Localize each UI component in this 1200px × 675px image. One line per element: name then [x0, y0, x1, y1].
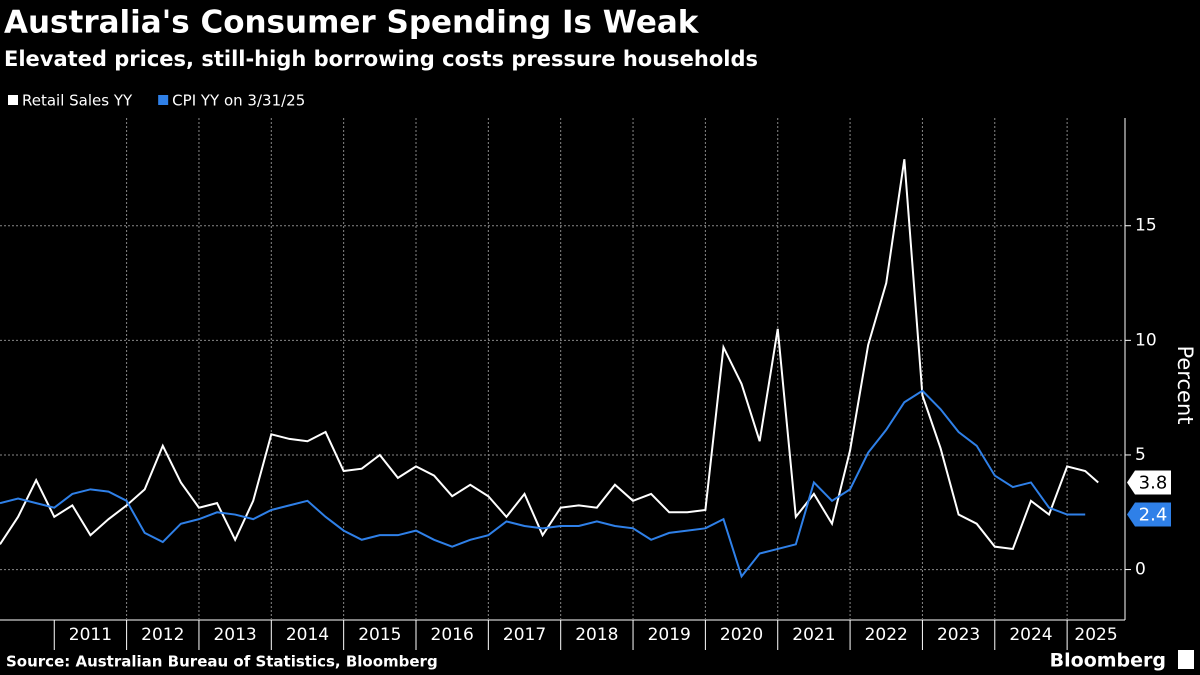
source: Source: Australian Bureau of Statistics,… — [6, 653, 438, 671]
x-tick-label: 2014 — [286, 625, 329, 645]
y-tick-label: 5 — [1135, 445, 1146, 465]
x-tick-label: 2018 — [575, 625, 618, 645]
x-tick-label: 2020 — [720, 625, 763, 645]
y-tick-label: 0 — [1135, 560, 1146, 580]
series-line — [0, 389, 1086, 579]
y-tick-label: 15 — [1135, 216, 1157, 236]
y-tick-label: 10 — [1135, 330, 1157, 350]
brand-icon — [1178, 650, 1194, 669]
x-tick-label: 2021 — [792, 625, 835, 645]
legend-swatch — [158, 95, 169, 105]
legend-label: Retail Sales YY — [22, 92, 133, 110]
end-label: 2.4 — [1139, 505, 1168, 526]
legend-swatch — [8, 95, 18, 105]
chart-subtitle: Elevated prices, still-high borrowing co… — [4, 47, 758, 71]
x-tick-label: 2023 — [937, 625, 980, 645]
x-tick-label: 2025 — [1074, 625, 1117, 645]
x-tick-label: 2015 — [358, 625, 401, 645]
end-label-box — [1127, 470, 1171, 495]
end-label-box — [1127, 502, 1171, 527]
chart-title: Australia's Consumer Spending Is Weak — [4, 5, 700, 41]
x-tick-label: 2013 — [213, 625, 256, 645]
legend-label: CPI YY on 3/31/25 — [172, 92, 305, 110]
x-tick-label: 2016 — [431, 625, 474, 645]
x-tick-label: 2024 — [1009, 625, 1052, 645]
end-label: 3.8 — [1139, 472, 1168, 493]
x-tick-label: 2019 — [648, 625, 691, 645]
x-tick-label: 2011 — [69, 625, 112, 645]
x-tick-label: 2017 — [503, 625, 546, 645]
brand: Bloomberg — [1050, 650, 1166, 672]
x-tick-label: 2012 — [141, 625, 184, 645]
x-tick-label: 2022 — [865, 625, 908, 645]
y-axis-label: Percent — [1173, 345, 1197, 424]
series-line — [0, 159, 1099, 551]
